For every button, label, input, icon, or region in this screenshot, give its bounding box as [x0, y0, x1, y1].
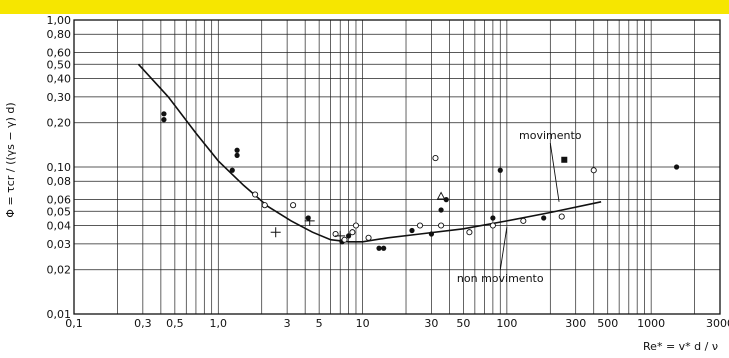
- data-point-cross: [304, 215, 315, 226]
- data-point-filled: [409, 227, 415, 234]
- x-tick-label: 1,0: [210, 317, 228, 330]
- y-tick-label: 0,60: [47, 47, 72, 60]
- data-point-filled: [490, 215, 496, 221]
- data-point-open: [349, 229, 356, 236]
- x-tick-label: 0,3: [134, 317, 152, 330]
- x-tick-label: 300: [565, 317, 586, 330]
- plot-frame: [73, 19, 721, 315]
- grid: [74, 19, 720, 315]
- data-point-open: [341, 236, 348, 243]
- data-point-open: [416, 222, 424, 229]
- y-tick-label: 0,01: [47, 308, 72, 321]
- y-tick-label: 0,10: [47, 161, 72, 174]
- data-point-filled: [381, 245, 387, 251]
- annotation-label: movimento: [519, 129, 582, 142]
- x-tick-label: 500: [597, 317, 618, 330]
- data-point-cross: [270, 227, 281, 238]
- threshold-curve: [137, 63, 602, 243]
- data-point-filled: [438, 207, 444, 213]
- data-point-filled: [161, 111, 167, 117]
- x-tick-label: 0,1: [65, 317, 83, 330]
- data-point-open: [558, 213, 565, 220]
- x-tick-label: 5: [316, 317, 323, 330]
- data-point-filled: [229, 167, 235, 173]
- y-tick-label: 0,04: [47, 219, 72, 232]
- data-point-open: [438, 222, 445, 229]
- x-axis-tick-labels: 0,1 0,3 0,5 1,0 3 5 10 30 50 100 300 500 1000 3000: [65, 317, 729, 330]
- data-point-filled: [497, 167, 503, 173]
- y-tick-label: 0,20: [47, 117, 72, 130]
- header-strip: [0, 0, 729, 14]
- data-point-open: [261, 202, 268, 209]
- data-point-open: [590, 167, 597, 174]
- data-point-square: [561, 156, 568, 163]
- y-tick-label: 1,00: [47, 14, 72, 27]
- data-point-filled: [234, 152, 240, 158]
- data-point-open: [252, 191, 259, 198]
- data-point-cross: [335, 230, 346, 241]
- annotations: movimento non movimento: [457, 129, 582, 285]
- data-point-filled: [234, 147, 240, 153]
- data-points: [161, 111, 680, 251]
- data-point-filled: [161, 117, 167, 123]
- data-point-open: [352, 222, 360, 229]
- annotation-label: non movimento: [457, 272, 544, 285]
- y-tick-label: 0,50: [47, 58, 72, 71]
- data-point-triangle: [436, 191, 446, 200]
- data-point-filled: [345, 233, 352, 239]
- data-point-filled: [541, 215, 547, 221]
- data-point-open: [466, 229, 473, 236]
- x-tick-label: 10: [356, 317, 370, 330]
- y-tick-label: 0,08: [47, 175, 72, 188]
- x-tick-label: 50: [456, 317, 470, 330]
- annotation-arrow: [499, 227, 508, 271]
- y-tick-label: 0,05: [47, 205, 72, 218]
- data-point-open: [432, 155, 439, 162]
- x-tick-label: 1000: [637, 317, 665, 330]
- annotation-arrow: [549, 142, 560, 202]
- y-tick-label: 0,03: [47, 238, 72, 251]
- y-tick-label: 0,40: [47, 72, 72, 85]
- x-tick-label: 3: [284, 317, 291, 330]
- x-tick-label: 0,5: [166, 317, 184, 330]
- x-tick-label: 30: [424, 317, 438, 330]
- x-axis-label: Re* = v* d / ν: [643, 340, 718, 353]
- y-tick-label: 0,30: [47, 91, 72, 104]
- data-point-filled: [376, 245, 382, 251]
- data-point-filled: [443, 197, 449, 203]
- data-point-open: [332, 230, 339, 238]
- x-tick-label: 3000: [706, 317, 729, 330]
- data-point-open: [365, 234, 372, 241]
- y-axis-label: Φ = τcr / ((γs − γ) d): [4, 102, 17, 217]
- data-point-open: [520, 217, 527, 224]
- y-tick-label: 0,02: [47, 264, 72, 277]
- x-tick-label: 100: [496, 317, 517, 330]
- data-point-open: [489, 222, 496, 229]
- data-point-open: [290, 202, 297, 209]
- data-point-filled: [428, 231, 435, 237]
- y-axis-tick-labels: 1,000,80 0,600,500,40 0,30 0,20 0,100,08 0,06…: [47, 14, 72, 321]
- y-tick-label: 0,80: [47, 28, 72, 41]
- y-tick-label: 0,06: [47, 194, 72, 207]
- data-point-filled: [673, 164, 680, 170]
